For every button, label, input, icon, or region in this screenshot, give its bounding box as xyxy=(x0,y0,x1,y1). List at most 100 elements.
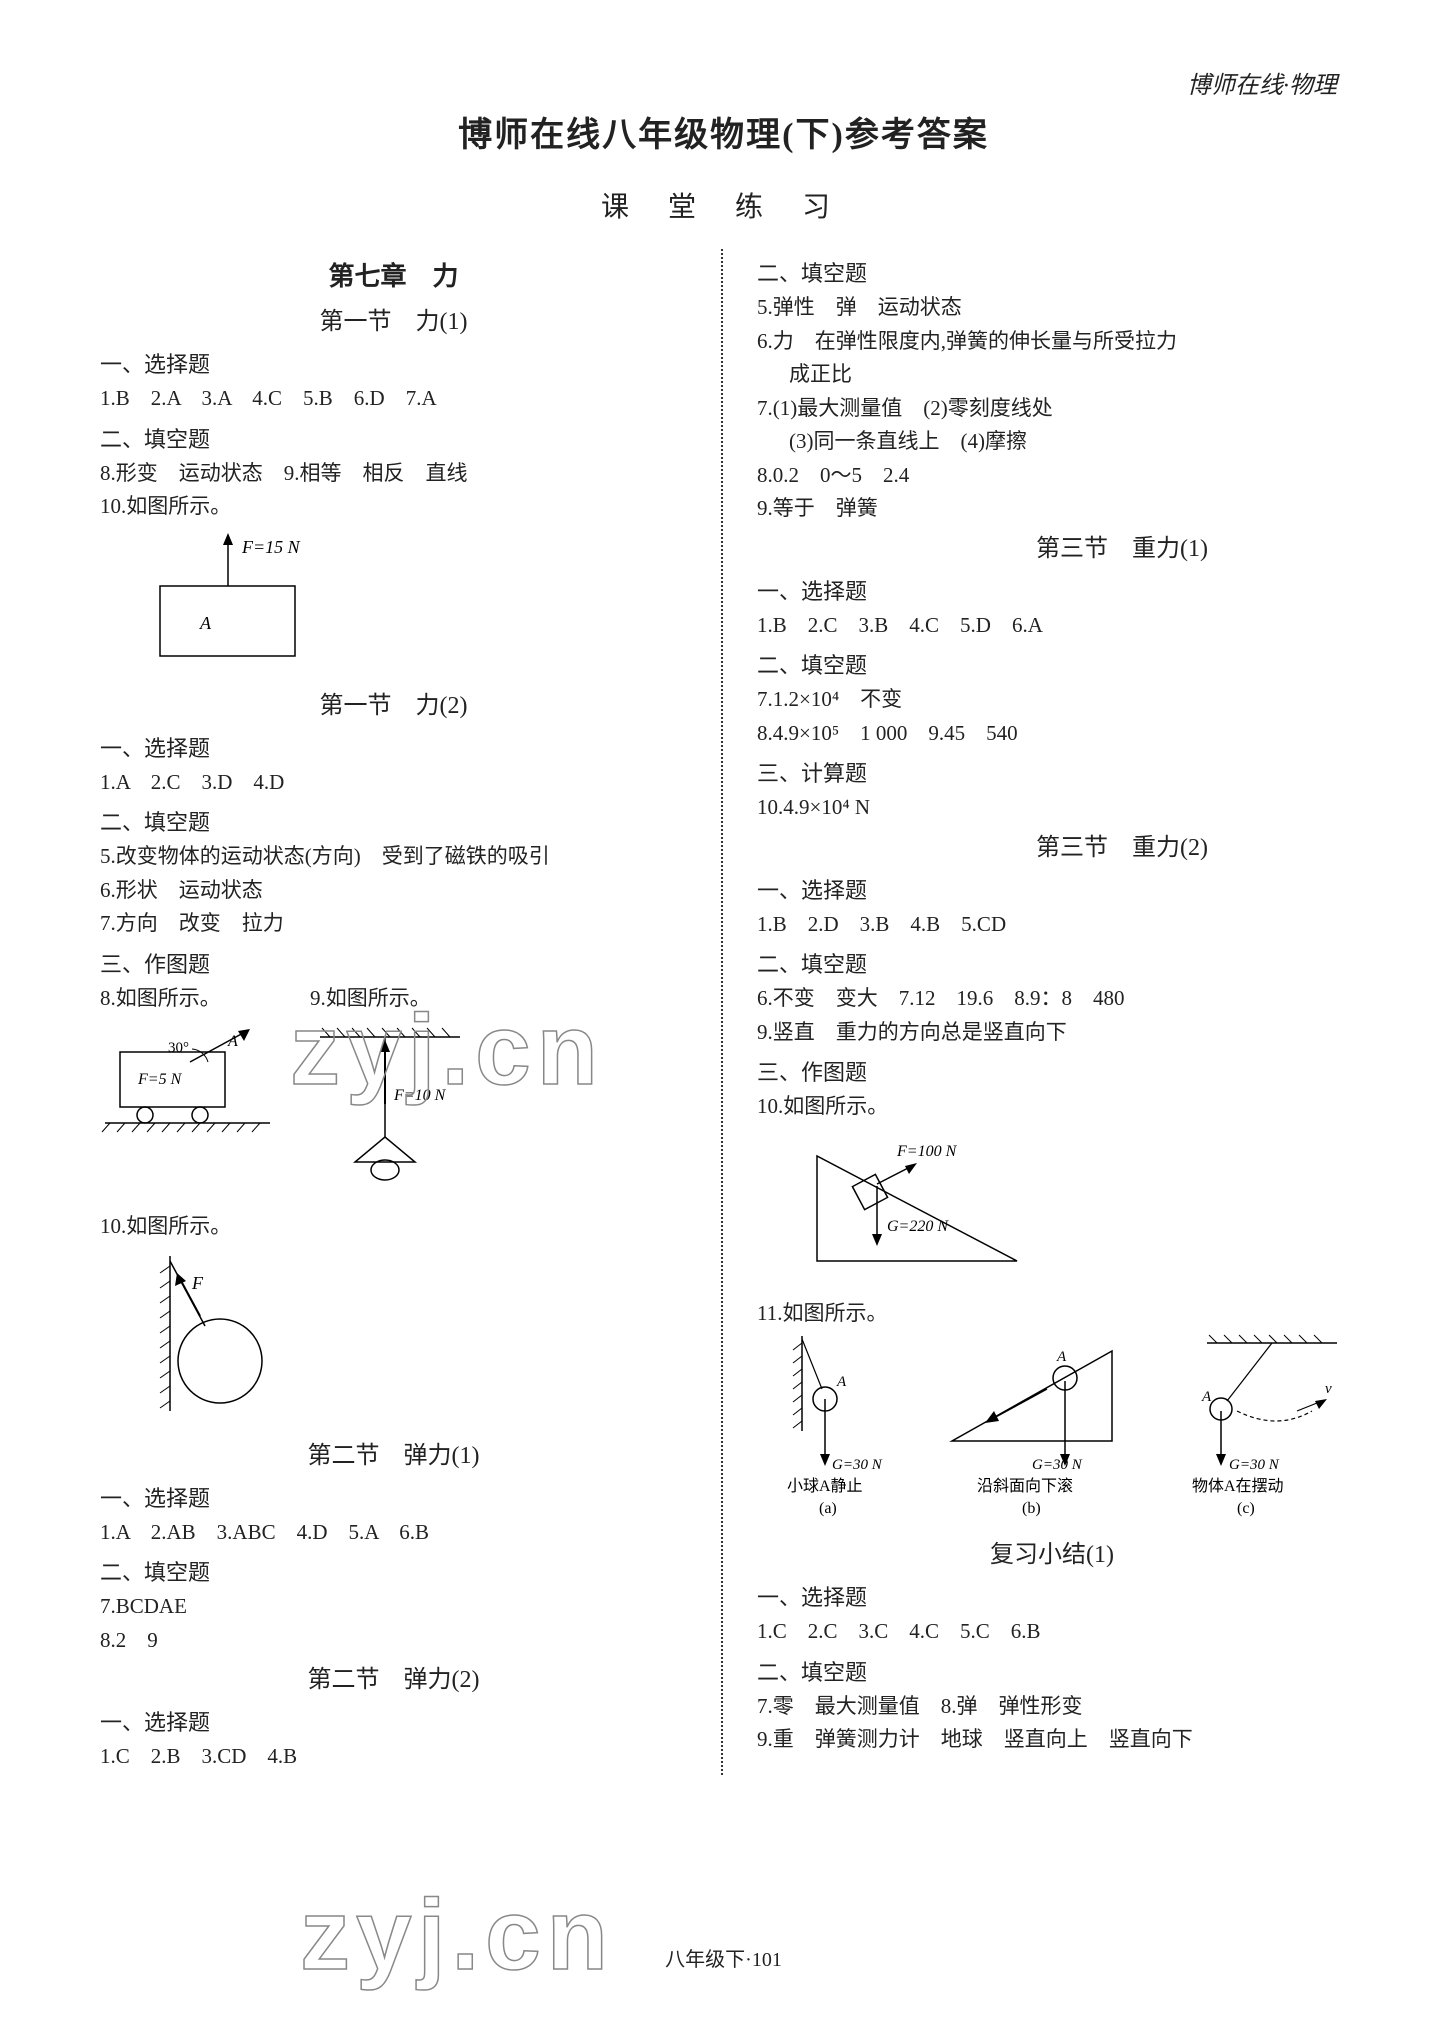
answer-line: 1.C 2.B 3.CD 4.B xyxy=(100,1741,687,1773)
section-title: 第一节 力(1) xyxy=(100,304,687,340)
diagram-ceiling-lamp: F=10 N xyxy=(310,1022,480,1201)
block-label: A xyxy=(199,613,212,633)
angle-label: 30° xyxy=(168,1040,189,1056)
force-label: F=100 N xyxy=(896,1143,958,1160)
answer-line: 1.A 2.AB 3.ABC 4.D 5.A 6.B xyxy=(100,1517,687,1549)
text: 8.如图所示。 xyxy=(100,986,221,1010)
diagram-force-box: F=15 N A xyxy=(140,531,687,680)
answer-line: 7.BCDAE xyxy=(100,1591,687,1623)
right-column: 二、填空题 5.弹性 弹 运动状态 6.力 在弹性限度内,弹簧的伸长量与所受拉力… xyxy=(757,249,1347,1775)
heading-choice: 一、选择题 xyxy=(100,1706,687,1739)
section-title: 第三节 重力(2) xyxy=(897,830,1347,866)
answer-line: 8.形变 运动状态 9.相等 相反 直线 xyxy=(100,458,687,490)
answer-line: 9.重 弹簧测力计 地球 竖直向上 竖直向下 xyxy=(757,1724,1347,1756)
force-label: F xyxy=(191,1273,204,1293)
heading-fill: 二、填空题 xyxy=(757,948,1347,981)
answer-line: 1.B 2.A 3.A 4.C 5.B 6.D 7.A xyxy=(100,383,687,415)
answer-line: 8.如图所示。 30° A F=5 N xyxy=(100,983,280,1210)
gravity-label: G=30 N xyxy=(832,1457,883,1473)
sub-diagram-b: A G=30 N 沿斜面向下滚 (b) xyxy=(937,1331,1137,1531)
answer-line: 10.如图所示。 xyxy=(100,1211,687,1243)
gravity-label: G=30 N xyxy=(1229,1457,1280,1473)
caption-a: 小球A静止 xyxy=(787,1477,863,1495)
caption-b: 沿斜面向下滚 xyxy=(977,1477,1073,1495)
point-a-label: A xyxy=(836,1374,847,1390)
heading-choice: 一、选择题 xyxy=(100,1482,687,1515)
answer-line: 8.4.9×10⁵ 1 000 9.45 540 xyxy=(757,718,1347,750)
answer-line: 1.B 2.C 3.B 4.C 5.D 6.A xyxy=(757,610,1347,642)
sub-diagram-a: A G=30 N 小球A静止 (a) xyxy=(757,1331,927,1531)
gravity-label: G=30 N xyxy=(1032,1457,1083,1473)
heading-choice: 一、选择题 xyxy=(100,732,687,765)
heading-choice: 一、选择题 xyxy=(757,1581,1347,1614)
force-label: F=15 N xyxy=(241,537,301,557)
heading-fill: 二、填空题 xyxy=(100,423,687,456)
page: 博师在线·物理 博师在线八年级物理(下)参考答案 课 堂 练 习 第七章 力 第… xyxy=(0,0,1447,2025)
label-c: (c) xyxy=(1237,1500,1255,1517)
heading-fill: 二、填空题 xyxy=(757,649,1347,682)
force-label: F=10 N xyxy=(393,1087,447,1104)
point-a-label: A xyxy=(1201,1389,1212,1405)
heading-choice: 一、选择题 xyxy=(757,874,1347,907)
answer-line: 11.如图所示。 xyxy=(757,1298,1347,1330)
left-column: 第七章 力 第一节 力(1) 一、选择题 1.B 2.A 3.A 4.C 5.B… xyxy=(100,249,687,1775)
heading-fill: 二、填空题 xyxy=(757,257,1347,290)
sub-diagram-c: A v G=30 N 物体A在摆动 (c) xyxy=(1147,1331,1347,1531)
answer-line: 6.不变 变大 7.12 19.6 8.9：8 480 xyxy=(757,983,1347,1015)
page-footer: 八年级下·101 xyxy=(665,1945,782,1975)
answer-line: 1.A 2.C 3.D 4.D xyxy=(100,767,687,799)
answer-line: 5.弹性 弹 运动状态 xyxy=(757,292,1347,324)
velocity-label: v xyxy=(1325,1381,1332,1397)
answer-line: 成正比 xyxy=(789,359,1347,391)
heading-fill: 二、填空题 xyxy=(757,1656,1347,1689)
answer-line: 9.等于 弹簧 xyxy=(757,493,1347,525)
column-separator xyxy=(721,249,723,1775)
text: 9.如图所示。 xyxy=(310,986,431,1010)
heading-fill: 二、填空题 xyxy=(100,806,687,839)
label-a: (a) xyxy=(819,1500,837,1517)
answer-line: 7.方向 改变 拉力 xyxy=(100,908,687,940)
answer-line: 10.4.9×10⁴ N xyxy=(757,792,1347,824)
gravity-label: G=220 N xyxy=(887,1218,949,1235)
heading-fill: 二、填空题 xyxy=(100,1556,687,1589)
diagram-cart-angle: 30° A F=5 N xyxy=(100,1022,280,1161)
force-label: F=5 N xyxy=(137,1071,183,1088)
header-right: 博师在线·物理 xyxy=(1187,68,1337,104)
answer-line: 9.如图所示。 xyxy=(310,983,480,1210)
watermark: zyj.cn xyxy=(300,1860,614,2010)
heading-calc: 三、计算题 xyxy=(757,757,1347,790)
answer-line: 7.1.2×10⁴ 不变 xyxy=(757,684,1347,716)
answer-line: (3)同一条直线上 (4)摩擦 xyxy=(789,426,1347,458)
chapter-title: 第七章 力 xyxy=(100,257,687,296)
section-title: 第一节 力(2) xyxy=(100,688,687,724)
section-title: 第二节 弹力(2) xyxy=(100,1662,687,1698)
answer-line: 7.(1)最大测量值 (2)零刻度线处 xyxy=(757,393,1347,425)
heading-choice: 一、选择题 xyxy=(100,348,687,381)
answer-line: 1.B 2.D 3.B 4.B 5.CD xyxy=(757,909,1347,941)
label-b: (b) xyxy=(1022,1500,1041,1517)
section-title: 第二节 弹力(1) xyxy=(100,1438,687,1474)
point-a-label: A xyxy=(227,1033,238,1050)
section-title: 复习小结(1) xyxy=(757,1537,1347,1573)
page-title: 博师在线八年级物理(下)参考答案 xyxy=(100,110,1347,161)
answer-line: 9.竖直 重力的方向总是竖直向下 xyxy=(757,1017,1347,1049)
answer-line: 5.改变物体的运动状态(方向) 受到了磁铁的吸引 xyxy=(100,841,687,873)
heading-draw: 三、作图题 xyxy=(757,1056,1347,1089)
diagram-wall-ball: F xyxy=(140,1251,687,1430)
heading-draw: 三、作图题 xyxy=(100,948,687,981)
answer-line: 8.2 9 xyxy=(100,1625,687,1657)
answer-line: 1.C 2.C 3.C 4.C 5.C 6.B xyxy=(757,1616,1347,1648)
answer-line: 10.如图所示。 xyxy=(100,491,687,523)
caption-c: 物体A在摆动 xyxy=(1192,1477,1284,1495)
heading-choice: 一、选择题 xyxy=(757,575,1347,608)
diagram-incline-fg: F=100 N G=220 N xyxy=(797,1131,1347,1290)
sub-title: 课 堂 练 习 xyxy=(100,187,1347,229)
answer-line: 10.如图所示。 xyxy=(757,1091,1347,1123)
answer-line: 6.力 在弹性限度内,弹簧的伸长量与所受拉力 xyxy=(757,326,1347,358)
point-a-label: A xyxy=(1056,1349,1067,1365)
two-column-layout: 第七章 力 第一节 力(1) 一、选择题 1.B 2.A 3.A 4.C 5.B… xyxy=(100,249,1347,1775)
answer-line: 8.0.2 0～5 2.4 xyxy=(757,460,1347,492)
section-title: 第三节 重力(1) xyxy=(897,531,1347,567)
diagram-three-cases: A G=30 N 小球A静止 (a) A G=30 N xyxy=(757,1331,1347,1531)
answer-line: 6.形状 运动状态 xyxy=(100,875,687,907)
